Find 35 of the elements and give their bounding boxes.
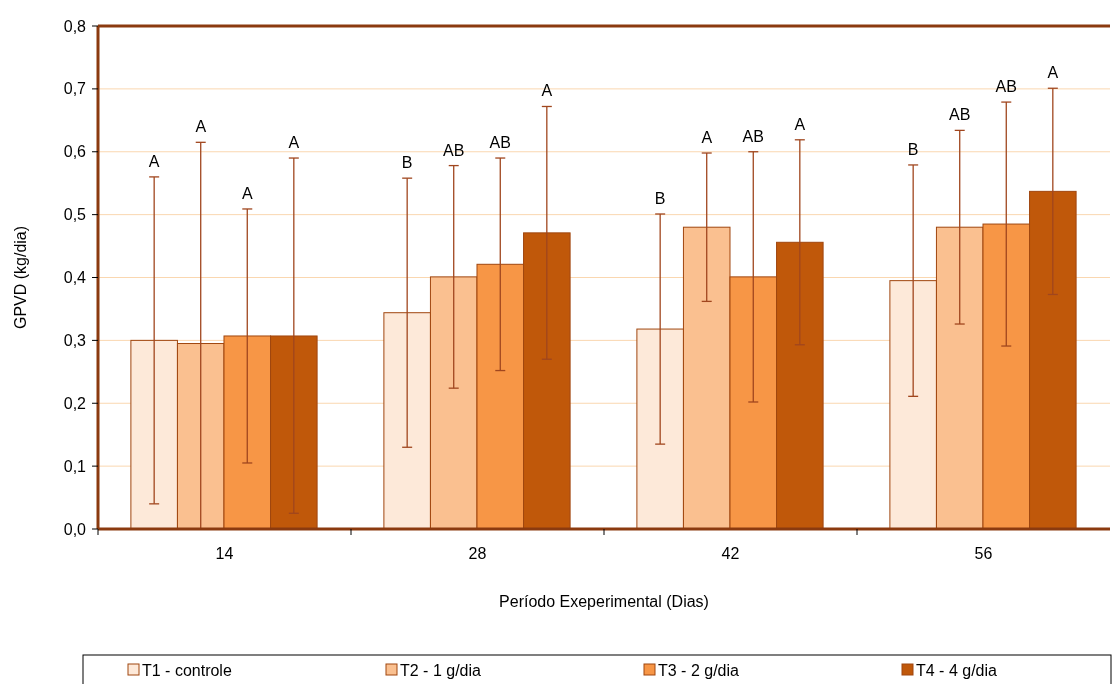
- annotation: A: [1047, 64, 1059, 82]
- y-tick-label: 0,2: [63, 394, 87, 412]
- legend-label: T3 - 2 g/dia: [658, 661, 740, 679]
- annotation: A: [195, 118, 207, 136]
- y-tick-label: 0,7: [63, 80, 87, 98]
- annotation: A: [541, 82, 553, 100]
- y-tick-label: 0,1: [63, 457, 87, 475]
- y-tick-label: 0,6: [63, 143, 87, 161]
- x-tick-label: 42: [721, 545, 740, 562]
- legend-label: T4 - 4 g/dia: [916, 661, 998, 679]
- annotation: AB: [489, 134, 511, 152]
- y-tick-label: 0,3: [63, 331, 87, 349]
- x-tick-label: 28: [468, 545, 487, 562]
- annotation: A: [288, 134, 300, 152]
- annotation: A: [241, 184, 253, 202]
- annotation: A: [794, 115, 806, 133]
- x-tick-label: 56: [974, 545, 993, 562]
- legend-label: T1 - controle: [142, 661, 232, 679]
- y-tick-label: 0,5: [63, 206, 87, 224]
- y-tick-label: 0,0: [63, 520, 87, 538]
- annotation: AB: [995, 78, 1017, 96]
- annotation: AB: [443, 141, 465, 159]
- annotation: B: [654, 190, 666, 207]
- y-axis-title: GPVD (kg/dia): [12, 225, 29, 330]
- y-tick-label: 0,8: [63, 17, 87, 35]
- annotation: AB: [949, 106, 971, 124]
- annotation: AB: [742, 127, 764, 145]
- x-axis-title: Período Exeperimental (Dias): [499, 593, 709, 610]
- annotation: B: [907, 140, 919, 158]
- annotation: A: [148, 152, 160, 170]
- x-tick-label: 14: [215, 545, 234, 562]
- annotation: B: [401, 154, 413, 172]
- legend-label: T2 - 1 g/dia: [400, 661, 482, 679]
- y-tick-label: 0,4: [63, 269, 87, 287]
- annotation: A: [701, 129, 713, 147]
